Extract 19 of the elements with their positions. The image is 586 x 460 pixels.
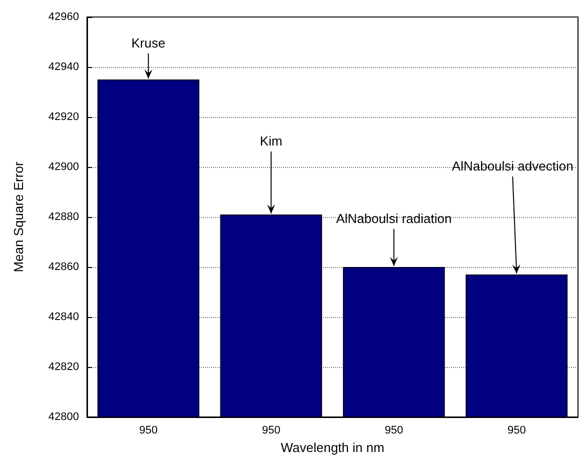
x-tick-label: 950 xyxy=(139,424,158,436)
x-tick-label: 950 xyxy=(507,424,526,436)
y-tick-label: 42820 xyxy=(48,361,79,373)
x-tick-label: 950 xyxy=(262,424,280,436)
y-tick-label: 42960 xyxy=(48,11,79,23)
y-tick-label: 42840 xyxy=(48,311,79,323)
x-axis-title: Wavelength in nm xyxy=(280,440,384,455)
annotation: Kim xyxy=(260,134,282,148)
annotation: Kruse xyxy=(131,36,166,50)
y-tick-label: 42940 xyxy=(48,61,79,73)
y-tick-label: 42900 xyxy=(48,161,79,173)
y-axis-title: Mean Square Error xyxy=(11,161,26,272)
y-tick-label: 42880 xyxy=(48,211,79,223)
y-tick-label: 42800 xyxy=(48,411,79,423)
y-tick-label: 42920 xyxy=(48,111,79,123)
y-tick-label: 42860 xyxy=(48,261,79,273)
annotation: AlNaboulsi advection xyxy=(452,158,574,174)
annotation: AlNaboulsi radiation xyxy=(336,211,452,226)
x-tick-label: 950 xyxy=(384,424,404,436)
